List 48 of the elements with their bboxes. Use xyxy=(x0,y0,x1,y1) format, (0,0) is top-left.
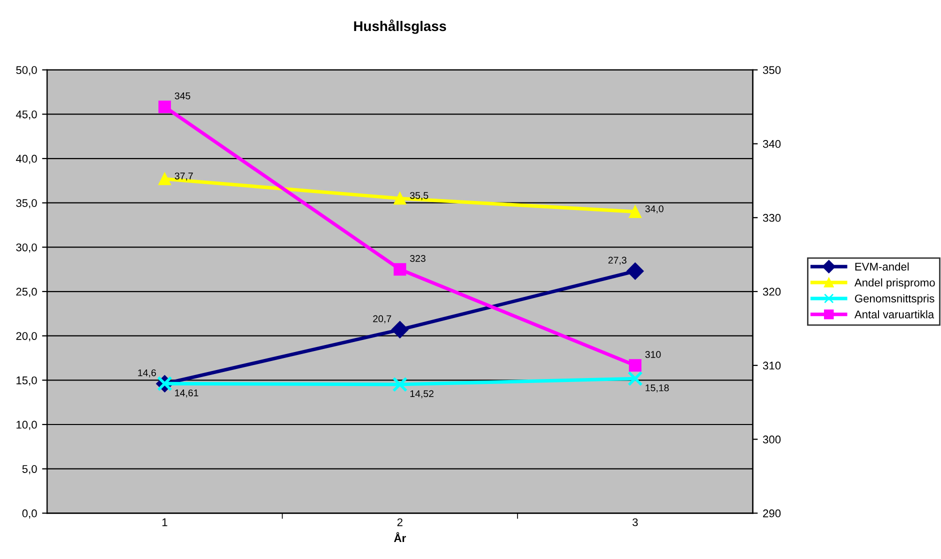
data-label: 37,7 xyxy=(174,172,193,181)
point xyxy=(392,376,408,392)
y2-tick-label: 310 xyxy=(762,362,781,370)
point xyxy=(628,370,643,386)
y-tick-label: 15,0 xyxy=(16,376,37,386)
point xyxy=(394,192,406,205)
data-label: 14,52 xyxy=(410,390,434,398)
y-tick-label: 0,0 xyxy=(22,509,37,519)
legend-label: Antal varuartikla xyxy=(854,310,934,318)
data-label: 14,6 xyxy=(138,369,156,378)
legend-label: Andel prispromo xyxy=(854,278,935,289)
y2-tick-label: 300 xyxy=(762,436,781,444)
x-tick-label: 3 xyxy=(632,518,638,526)
point xyxy=(628,359,642,372)
y-tick-label: 50,0 xyxy=(16,66,37,76)
y-tick-label: 20,0 xyxy=(16,332,37,342)
point xyxy=(391,321,408,338)
data-label: 310 xyxy=(645,351,661,358)
chart-title: Hushållsglass xyxy=(354,20,446,34)
point xyxy=(158,100,171,114)
x-tick-label: 2 xyxy=(397,518,402,526)
point xyxy=(626,262,644,280)
point xyxy=(628,205,642,218)
data-label: 15,18 xyxy=(646,384,669,392)
y-tick-label: 5,0 xyxy=(22,465,37,474)
y2-tick-label: 320 xyxy=(762,288,781,296)
y-tick-label: 40,0 xyxy=(16,154,37,164)
data-label: 345 xyxy=(174,92,190,100)
data-label: 14,61 xyxy=(175,389,198,398)
data-label: 323 xyxy=(410,254,426,262)
y2-tick-label: 290 xyxy=(763,509,781,518)
point xyxy=(394,263,406,276)
y-tick-label: 10,0 xyxy=(16,420,37,430)
y2-tick-label: 340 xyxy=(762,140,781,148)
data-label: 20,7 xyxy=(373,315,392,324)
y-tick-label: 45,0 xyxy=(16,110,37,120)
data-label: 34,0 xyxy=(645,205,664,214)
y-tick-label: 30,0 xyxy=(16,243,37,253)
legend-label: Genomsnittspris xyxy=(854,294,934,305)
data-label: 27,3 xyxy=(608,256,626,265)
y2-tick-label: 330 xyxy=(762,214,781,222)
x-axis-title: År xyxy=(394,532,406,542)
point xyxy=(158,172,171,186)
x-tick-label: 1 xyxy=(162,518,168,526)
y2-tick-label: 350 xyxy=(762,66,781,74)
y-tick-label: 35,0 xyxy=(16,199,37,208)
legend-label: EVM-andel xyxy=(855,262,909,271)
y-tick-label: 25,0 xyxy=(16,288,37,297)
